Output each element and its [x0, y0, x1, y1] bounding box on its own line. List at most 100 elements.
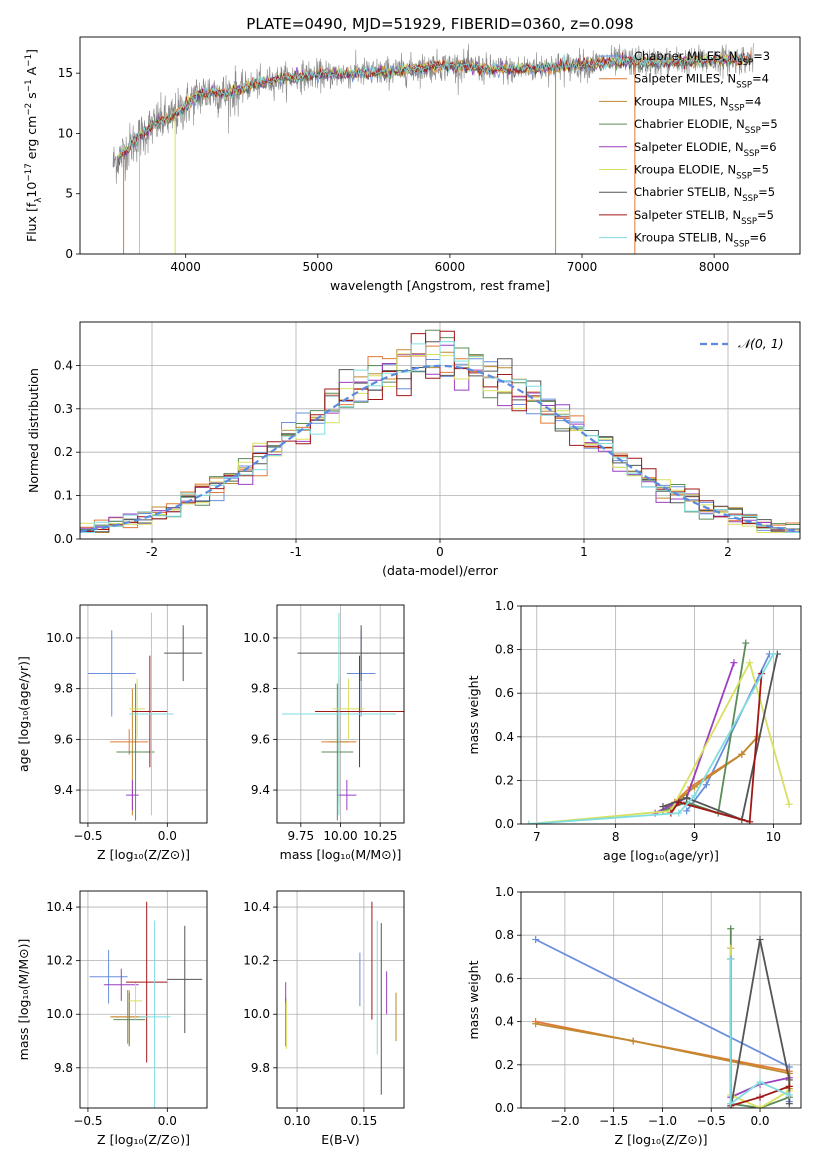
- plus-marker: [532, 1020, 540, 1028]
- x-tick-label: −0.5: [697, 1114, 726, 1128]
- x-tick-label: 0.0: [750, 1114, 769, 1128]
- x-tick-label: −1.5: [599, 1114, 628, 1128]
- mass-weight-line: [729, 959, 790, 1106]
- plus-marker: [675, 809, 683, 817]
- plot-area: [80, 329, 800, 533]
- y-tick-label: 15: [58, 66, 73, 80]
- x-tick-label: 0.0: [158, 829, 177, 843]
- mass-weight-line: [528, 660, 791, 824]
- y-tick-label: 0.4: [495, 1015, 514, 1029]
- x-tick-label: 9: [691, 830, 699, 844]
- plus-marker: [785, 1100, 793, 1108]
- axis-ticks: −0.5 0.0 9.4 9.6 9.8 10.0: [46, 631, 177, 843]
- x-tick-label: -1: [290, 545, 302, 559]
- y-tick-label: 0.8: [495, 928, 514, 942]
- y-tick-label: 9.8: [251, 682, 270, 696]
- legend-label: Salpeter STELIB, NSSP=5: [634, 208, 774, 227]
- y-tick-label: 1.0: [495, 599, 514, 613]
- legend-label: Kroupa STELIB, NSSP=6: [634, 231, 766, 250]
- x-tick-label: 7: [533, 830, 541, 844]
- plus-marker: [525, 820, 533, 824]
- y-tick-label: 0.6: [495, 686, 514, 700]
- axes-frame: [276, 604, 405, 824]
- y-axis-label: mass weight: [466, 960, 481, 1039]
- legend: 𝒩(0, 1): [700, 336, 784, 351]
- x-tick-label: 0.15: [351, 1114, 378, 1128]
- axis-ticks: 0.10 0.15 9.8 10.0 10.2 10.4: [243, 900, 377, 1128]
- x-tick-label: 5000: [303, 260, 334, 274]
- plot-area: [89, 901, 203, 1108]
- y-tick-label: 10.0: [46, 631, 73, 645]
- plus-marker: [730, 659, 738, 667]
- age-vs-metallicity-panel: −0.5 0.0 9.4 9.6 9.8 10.0 Z [log₁₀(Z/Z⊙)] age […: [16, 604, 208, 862]
- y-tick-label: 0.6: [495, 971, 514, 985]
- x-axis-label: Z [log₁₀(Z/Z⊙)]: [615, 1132, 708, 1147]
- mass-weight-line: [670, 673, 763, 823]
- x-axis-label: wavelength [Angstrom, rest frame]: [330, 278, 550, 293]
- plus-marker: [785, 1076, 793, 1084]
- figure-title: PLATE=0490, MJD=51929, FIBERID=0360, z=0…: [246, 15, 633, 33]
- plus-marker: [691, 783, 699, 791]
- plus-marker: [659, 803, 667, 811]
- y-tick-label: 0.2: [54, 445, 73, 459]
- legend-label: Kroupa ELODIE, NSSP=5: [634, 163, 769, 182]
- x-tick-label: 10.00: [323, 829, 357, 843]
- legend-label: 𝒩(0, 1): [738, 336, 784, 351]
- x-tick-label: 0.10: [284, 1114, 311, 1128]
- y-tick-label: 10.0: [243, 1007, 270, 1021]
- residual-histogram: [80, 329, 800, 530]
- y-tick-label: 10.2: [46, 954, 73, 968]
- y-tick-label: 9.8: [54, 682, 73, 696]
- axes-frame: [79, 36, 801, 255]
- y-tick-label: 0.0: [54, 532, 73, 546]
- axes-frame: [520, 605, 802, 825]
- y-tick-label: 0.4: [54, 358, 73, 372]
- y-tick-label: 9.4: [251, 783, 270, 797]
- x-tick-label: 10: [766, 830, 781, 844]
- plot-area: [87, 612, 203, 821]
- legend-label: Chabrier MILES, NSSP=3: [634, 49, 770, 68]
- mass-weight-vs-age-panel: 7 8 9 10 0.0 0.2 0.4 0.6 0.8 1.0 age [log₁₀(age/yr…: [466, 599, 802, 863]
- y-axis-label: mass [log₁₀(M/M⊙)]: [16, 939, 31, 1061]
- plus-marker: [727, 925, 735, 933]
- x-tick-label: −1.0: [648, 1114, 677, 1128]
- axes-frame: [79, 890, 208, 1109]
- x-tick-label: 9.75: [287, 829, 314, 843]
- axes-frame: [79, 321, 801, 540]
- y-axis-label: Normed distribution: [26, 368, 41, 493]
- legend-label: Chabrier STELIB, NSSP=5: [634, 185, 775, 204]
- axis-ticks: 9.75 10.00 10.25 9.4 9.6 9.8 10.0: [243, 631, 397, 843]
- plot-area: [525, 639, 793, 824]
- mass-vs-metallicity-panel: −0.5 0.0 9.8 10.0 10.2 10.4 Z [log₁₀(Z/Z⊙)] mas…: [16, 890, 208, 1147]
- legend: Chabrier MILES, NSSP=3 Salpeter MILES, NS…: [599, 49, 778, 250]
- x-tick-label: 0: [436, 545, 444, 559]
- mass-weight-line: [662, 653, 779, 821]
- x-tick-label: 2: [724, 545, 732, 559]
- x-tick-label: 1: [580, 545, 588, 559]
- x-tick-label: −0.5: [73, 829, 102, 843]
- plus-marker: [785, 1082, 793, 1090]
- mass-weight-vs-metallicity-panel: −2.0 −1.5 −1.0 −0.5 0.0 0.0 0.2 0.4 0.6 0.8 1.0 Z […: [466, 885, 802, 1147]
- plus-marker: [742, 639, 750, 647]
- y-tick-label: 1.0: [495, 885, 514, 899]
- y-tick-label: 10.2: [243, 954, 270, 968]
- axis-ticks: 7 8 9 10 0.0 0.2 0.4 0.6 0.8 1.0: [495, 599, 781, 844]
- plus-marker: [727, 944, 735, 952]
- y-tick-label: 9.8: [251, 1061, 270, 1075]
- mass-vs-extinction-panel: 0.10 0.15 9.8 10.0 10.2 10.4 E(B-V): [243, 890, 405, 1147]
- mass-weight-line: [528, 653, 775, 824]
- y-axis-label: age [log₁₀(age/yr)]: [16, 656, 31, 772]
- x-tick-label: 8000: [699, 260, 730, 274]
- y-tick-label: 0.0: [495, 1101, 514, 1115]
- model-spectrum: [117, 52, 752, 159]
- y-tick-label: 9.6: [251, 732, 270, 746]
- axes-frame: [276, 890, 405, 1109]
- x-tick-label: -2: [146, 545, 158, 559]
- y-tick-label: 0.2: [495, 773, 514, 787]
- plus-marker: [702, 781, 710, 789]
- plus-marker: [756, 1093, 764, 1101]
- x-axis-label: mass [log₁₀(M/M⊙)]: [280, 847, 402, 862]
- plot-area: [281, 612, 404, 821]
- axis-ticks: 4000 5000 6000 7000 8000 0 5 10 15: [58, 66, 730, 274]
